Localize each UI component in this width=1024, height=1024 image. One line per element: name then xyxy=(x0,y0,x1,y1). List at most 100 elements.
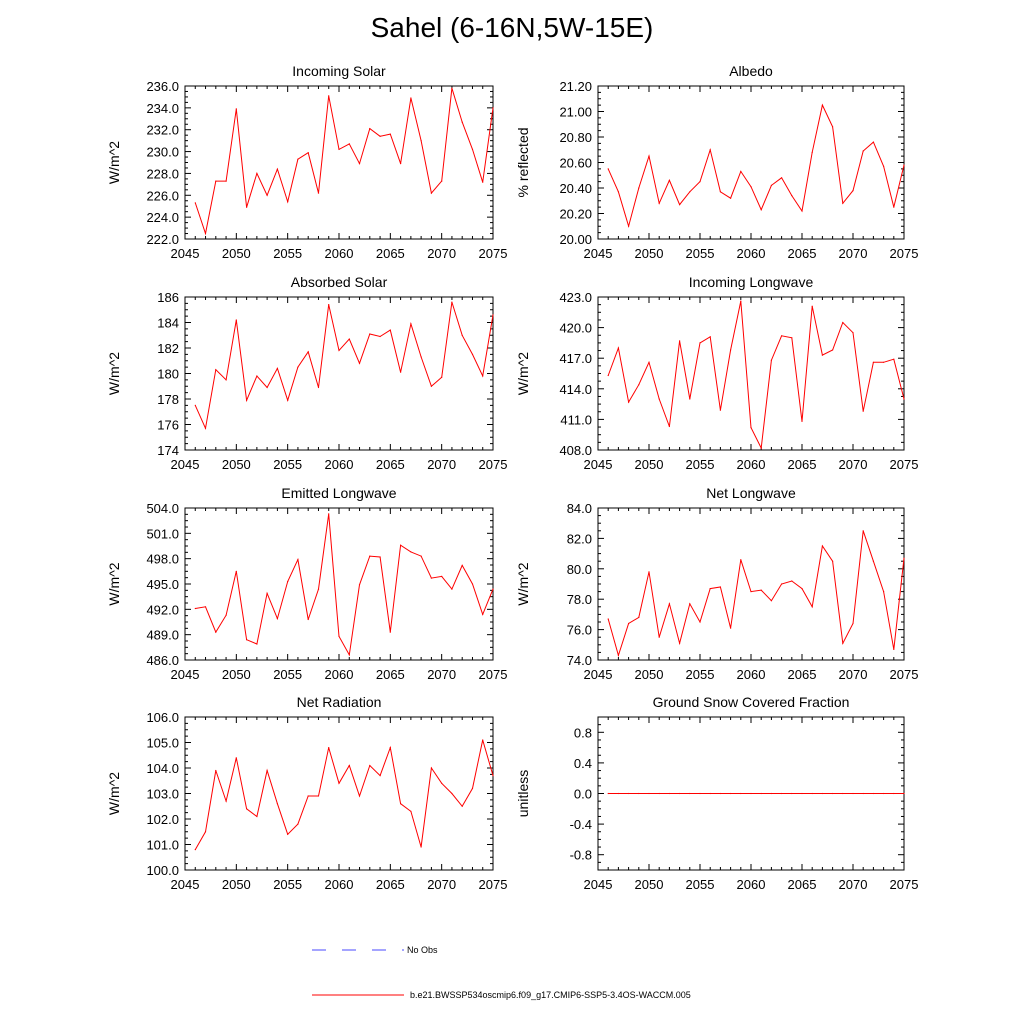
data-point xyxy=(709,336,711,338)
x-tick-label: 2065 xyxy=(376,457,405,472)
data-point xyxy=(852,792,854,795)
chart-panel-8: Ground Snow Covered Fraction unitless 2045… xyxy=(515,694,918,892)
x-tick-label: 2050 xyxy=(222,457,251,472)
data-point xyxy=(832,560,834,562)
data-point xyxy=(811,792,813,795)
data-point xyxy=(328,513,330,515)
data-point xyxy=(287,580,289,583)
x-tick-label: 2060 xyxy=(737,457,766,472)
y-tick-label: 105.0 xyxy=(146,736,179,751)
data-point xyxy=(821,792,824,795)
plot-frame xyxy=(184,85,494,240)
y-tick-label: 504.0 xyxy=(146,501,179,516)
data-point xyxy=(194,607,196,610)
data-point xyxy=(689,792,691,795)
data-point xyxy=(307,152,309,154)
y-tick-label: 20.40 xyxy=(559,181,592,196)
y-tick-label: 489.0 xyxy=(146,628,179,643)
data-point xyxy=(883,361,885,363)
panel-title: Incoming Solar xyxy=(292,63,386,79)
x-tick-label: 2075 xyxy=(479,246,508,261)
y-tick-label: 78.0 xyxy=(567,592,592,607)
data-point xyxy=(358,163,361,165)
data-point xyxy=(709,149,711,151)
data-point xyxy=(297,823,299,825)
y-tick-label: 101.0 xyxy=(146,838,179,853)
data-point xyxy=(679,792,681,795)
data-point xyxy=(760,209,762,211)
x-tick-label: 2045 xyxy=(584,877,613,892)
data-point xyxy=(801,210,803,212)
data-point xyxy=(750,792,752,795)
x-tick-label: 2055 xyxy=(686,457,715,472)
data-point xyxy=(256,172,258,174)
data-point xyxy=(852,190,854,192)
data-point xyxy=(420,356,422,358)
data-point xyxy=(369,555,371,557)
data-point xyxy=(307,795,309,797)
y-tick-label: 492.0 xyxy=(146,602,179,617)
data-point xyxy=(235,757,237,759)
data-point xyxy=(441,376,443,378)
x-tick-label: 2070 xyxy=(839,457,868,472)
data-point xyxy=(276,168,278,170)
data-point xyxy=(225,180,227,182)
data-point xyxy=(297,558,299,561)
data-point xyxy=(607,168,609,170)
data-point xyxy=(842,792,844,795)
data-point xyxy=(379,335,381,338)
data-point xyxy=(668,792,671,795)
data-point xyxy=(883,792,885,795)
data-point xyxy=(638,792,640,795)
data-point xyxy=(781,792,783,795)
data-point xyxy=(451,301,453,303)
data-point xyxy=(791,792,793,795)
data-point xyxy=(420,140,422,142)
x-tick-label: 2050 xyxy=(635,246,664,261)
x-tick-label: 2045 xyxy=(171,457,200,472)
data-point xyxy=(628,225,630,227)
chart-panel-4: Incoming Longwave W/m^2 2045 2050 2055 2060 20… xyxy=(515,274,918,472)
legend-model-label: b.e21.BWSSP534oscmip6.f09_g17.CMIP6-SSP5… xyxy=(410,990,691,1000)
chart-panel-5: Emitted Longwave W/m^2 2045 2050 2055 2060 206… xyxy=(106,485,507,682)
x-tick-label: 2045 xyxy=(171,877,200,892)
data-point xyxy=(348,764,350,767)
data-point xyxy=(617,191,620,193)
data-point xyxy=(204,831,207,833)
data-point xyxy=(204,232,207,235)
data-point xyxy=(328,747,330,749)
x-tick-label: 2055 xyxy=(273,667,302,682)
data-point xyxy=(338,148,340,150)
plot-frame xyxy=(184,716,494,871)
x-tick-label: 2055 xyxy=(686,667,715,682)
data-point xyxy=(317,192,320,194)
data-point xyxy=(801,420,803,422)
data-point xyxy=(256,375,258,377)
data-point xyxy=(276,367,278,369)
x-tick-label: 2070 xyxy=(427,877,456,892)
data-point xyxy=(492,314,494,316)
x-tick-label: 2050 xyxy=(635,877,664,892)
data-point xyxy=(369,764,371,767)
data-point xyxy=(266,194,268,196)
y-tick-label: 420.0 xyxy=(559,321,592,336)
data-point xyxy=(811,305,813,307)
x-tick-label: 2045 xyxy=(584,667,613,682)
data-point xyxy=(791,337,793,339)
x-tick-label: 2050 xyxy=(635,667,664,682)
data-point xyxy=(348,338,350,340)
chart-panel-3: Absorbed Solar W/m^2 2045 2050 2055 2060 2065 2… xyxy=(106,274,507,472)
data-point xyxy=(451,792,453,795)
data-point xyxy=(781,583,783,585)
series-line-1 xyxy=(607,103,905,229)
data-point xyxy=(699,792,701,795)
data-point xyxy=(246,206,248,208)
data-point xyxy=(471,787,474,790)
data-point xyxy=(617,654,620,657)
data-point xyxy=(328,95,330,97)
data-point xyxy=(410,551,412,553)
data-point xyxy=(400,163,402,165)
data-point xyxy=(699,181,701,183)
y-tick-label: 423.0 xyxy=(559,290,592,305)
y-tick-label: 495.0 xyxy=(146,577,179,592)
